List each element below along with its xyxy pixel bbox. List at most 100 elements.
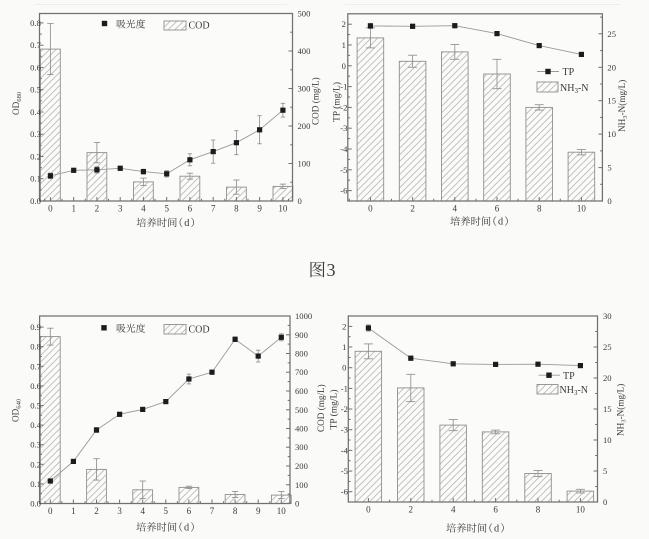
svg-text:-4: -4 — [340, 144, 348, 154]
svg-text:0: 0 — [48, 506, 53, 516]
svg-text:4: 4 — [141, 204, 146, 214]
svg-text:500: 500 — [295, 405, 308, 415]
svg-text:-4: -4 — [341, 445, 349, 455]
svg-text:TP: TP — [563, 67, 575, 78]
svg-text:0.0: 0.0 — [30, 499, 41, 509]
svg-text:TP (mg/L): TP (mg/L) — [329, 389, 340, 429]
svg-text:600: 600 — [295, 386, 308, 396]
svg-text:-2: -2 — [340, 102, 347, 112]
svg-text:2: 2 — [342, 321, 346, 331]
svg-text:-6: -6 — [341, 487, 349, 497]
svg-text:400: 400 — [298, 46, 311, 56]
svg-text:25: 25 — [603, 342, 612, 352]
svg-text:200: 200 — [295, 461, 308, 471]
svg-text:0.5: 0.5 — [30, 85, 41, 95]
svg-text:10: 10 — [277, 506, 287, 516]
svg-text:7: 7 — [210, 506, 215, 516]
svg-text:0: 0 — [342, 363, 346, 373]
svg-text:7: 7 — [211, 204, 216, 214]
svg-text:30: 30 — [603, 311, 612, 321]
svg-text:-3: -3 — [341, 425, 348, 435]
svg-text:8: 8 — [233, 506, 238, 516]
svg-text:d: d — [184, 523, 190, 534]
svg-text:0: 0 — [368, 204, 373, 214]
svg-text:100: 100 — [298, 159, 311, 169]
svg-text:-5: -5 — [340, 165, 347, 175]
svg-text:NH3-N(mg/L): NH3-N(mg/L) — [616, 384, 628, 436]
svg-text:1: 1 — [342, 342, 346, 352]
svg-text:0.7: 0.7 — [30, 40, 41, 50]
svg-text:8: 8 — [537, 204, 542, 214]
svg-text:2: 2 — [342, 19, 346, 29]
svg-text:0.6: 0.6 — [30, 381, 41, 391]
svg-text:700: 700 — [295, 367, 308, 377]
svg-text:NH3-N(mg/L): NH3-N(mg/L) — [617, 80, 629, 132]
svg-text:4: 4 — [453, 204, 458, 214]
svg-text:900: 900 — [295, 330, 308, 340]
svg-text:6: 6 — [495, 204, 500, 214]
svg-text:2: 2 — [409, 505, 414, 515]
svg-text:3: 3 — [117, 506, 122, 516]
svg-text:0.3: 0.3 — [30, 129, 41, 139]
svg-text:1: 1 — [71, 204, 76, 214]
svg-text:NH3-N: NH3-N — [560, 83, 589, 95]
svg-text:0.3: 0.3 — [30, 440, 41, 450]
svg-text:0.8: 0.8 — [30, 342, 41, 352]
svg-text:9: 9 — [257, 204, 262, 214]
svg-text:TP (mg/L): TP (mg/L) — [332, 82, 343, 122]
svg-text:-5: -5 — [341, 466, 348, 476]
svg-text:TP: TP — [563, 371, 575, 382]
svg-text:-2: -2 — [341, 404, 348, 414]
svg-text:0.9: 0.9 — [30, 322, 41, 332]
svg-text:10: 10 — [603, 435, 612, 445]
svg-text:15: 15 — [607, 96, 616, 106]
svg-text:d: d — [498, 217, 504, 228]
svg-text:0.5: 0.5 — [30, 401, 41, 411]
svg-text:0: 0 — [48, 204, 53, 214]
svg-text:1: 1 — [342, 40, 346, 50]
svg-text:0.0: 0.0 — [30, 196, 41, 206]
svg-text:0.7: 0.7 — [30, 361, 41, 371]
svg-text:0.2: 0.2 — [30, 152, 41, 162]
svg-text:5: 5 — [164, 204, 169, 214]
svg-text:200: 200 — [298, 121, 311, 131]
svg-text:2: 2 — [410, 204, 415, 214]
svg-text:0: 0 — [607, 196, 611, 206]
svg-text:5: 5 — [607, 163, 611, 173]
svg-text:2: 2 — [94, 506, 99, 516]
svg-text:0.4: 0.4 — [30, 107, 41, 117]
svg-text:0: 0 — [298, 196, 302, 206]
svg-text:0.1: 0.1 — [30, 479, 41, 489]
svg-text:0.6: 0.6 — [30, 62, 41, 72]
svg-text:0.1: 0.1 — [30, 174, 41, 184]
svg-text:300: 300 — [295, 442, 308, 452]
svg-text:100: 100 — [295, 480, 308, 490]
svg-text:4: 4 — [451, 505, 456, 515]
svg-text:-6: -6 — [340, 186, 348, 196]
svg-text:6: 6 — [188, 204, 193, 214]
svg-text:-1: -1 — [341, 383, 348, 393]
svg-text:10: 10 — [607, 129, 616, 139]
svg-text:NH3-N: NH3-N — [560, 385, 589, 397]
svg-text:400: 400 — [295, 424, 308, 434]
svg-text:500: 500 — [298, 9, 311, 19]
svg-text:20: 20 — [603, 373, 612, 383]
svg-text:10: 10 — [576, 505, 586, 515]
svg-text:0.2: 0.2 — [30, 459, 41, 469]
svg-text:-1: -1 — [340, 82, 347, 92]
svg-text:0: 0 — [295, 499, 299, 509]
svg-text:0: 0 — [366, 505, 371, 515]
svg-text:300: 300 — [298, 84, 311, 94]
svg-text:0: 0 — [342, 61, 346, 71]
svg-text:10: 10 — [577, 204, 587, 214]
svg-text:COD: COD — [189, 325, 210, 336]
svg-text:1: 1 — [71, 506, 76, 516]
svg-text:20: 20 — [607, 62, 616, 72]
svg-text:3: 3 — [118, 204, 123, 214]
svg-text:1000: 1000 — [295, 311, 312, 321]
svg-text:d: d — [184, 218, 190, 229]
svg-text:COD (mg/L): COD (mg/L) — [311, 77, 321, 125]
svg-text:9: 9 — [256, 506, 261, 516]
svg-text:8: 8 — [536, 505, 541, 515]
svg-text:6: 6 — [493, 505, 498, 515]
